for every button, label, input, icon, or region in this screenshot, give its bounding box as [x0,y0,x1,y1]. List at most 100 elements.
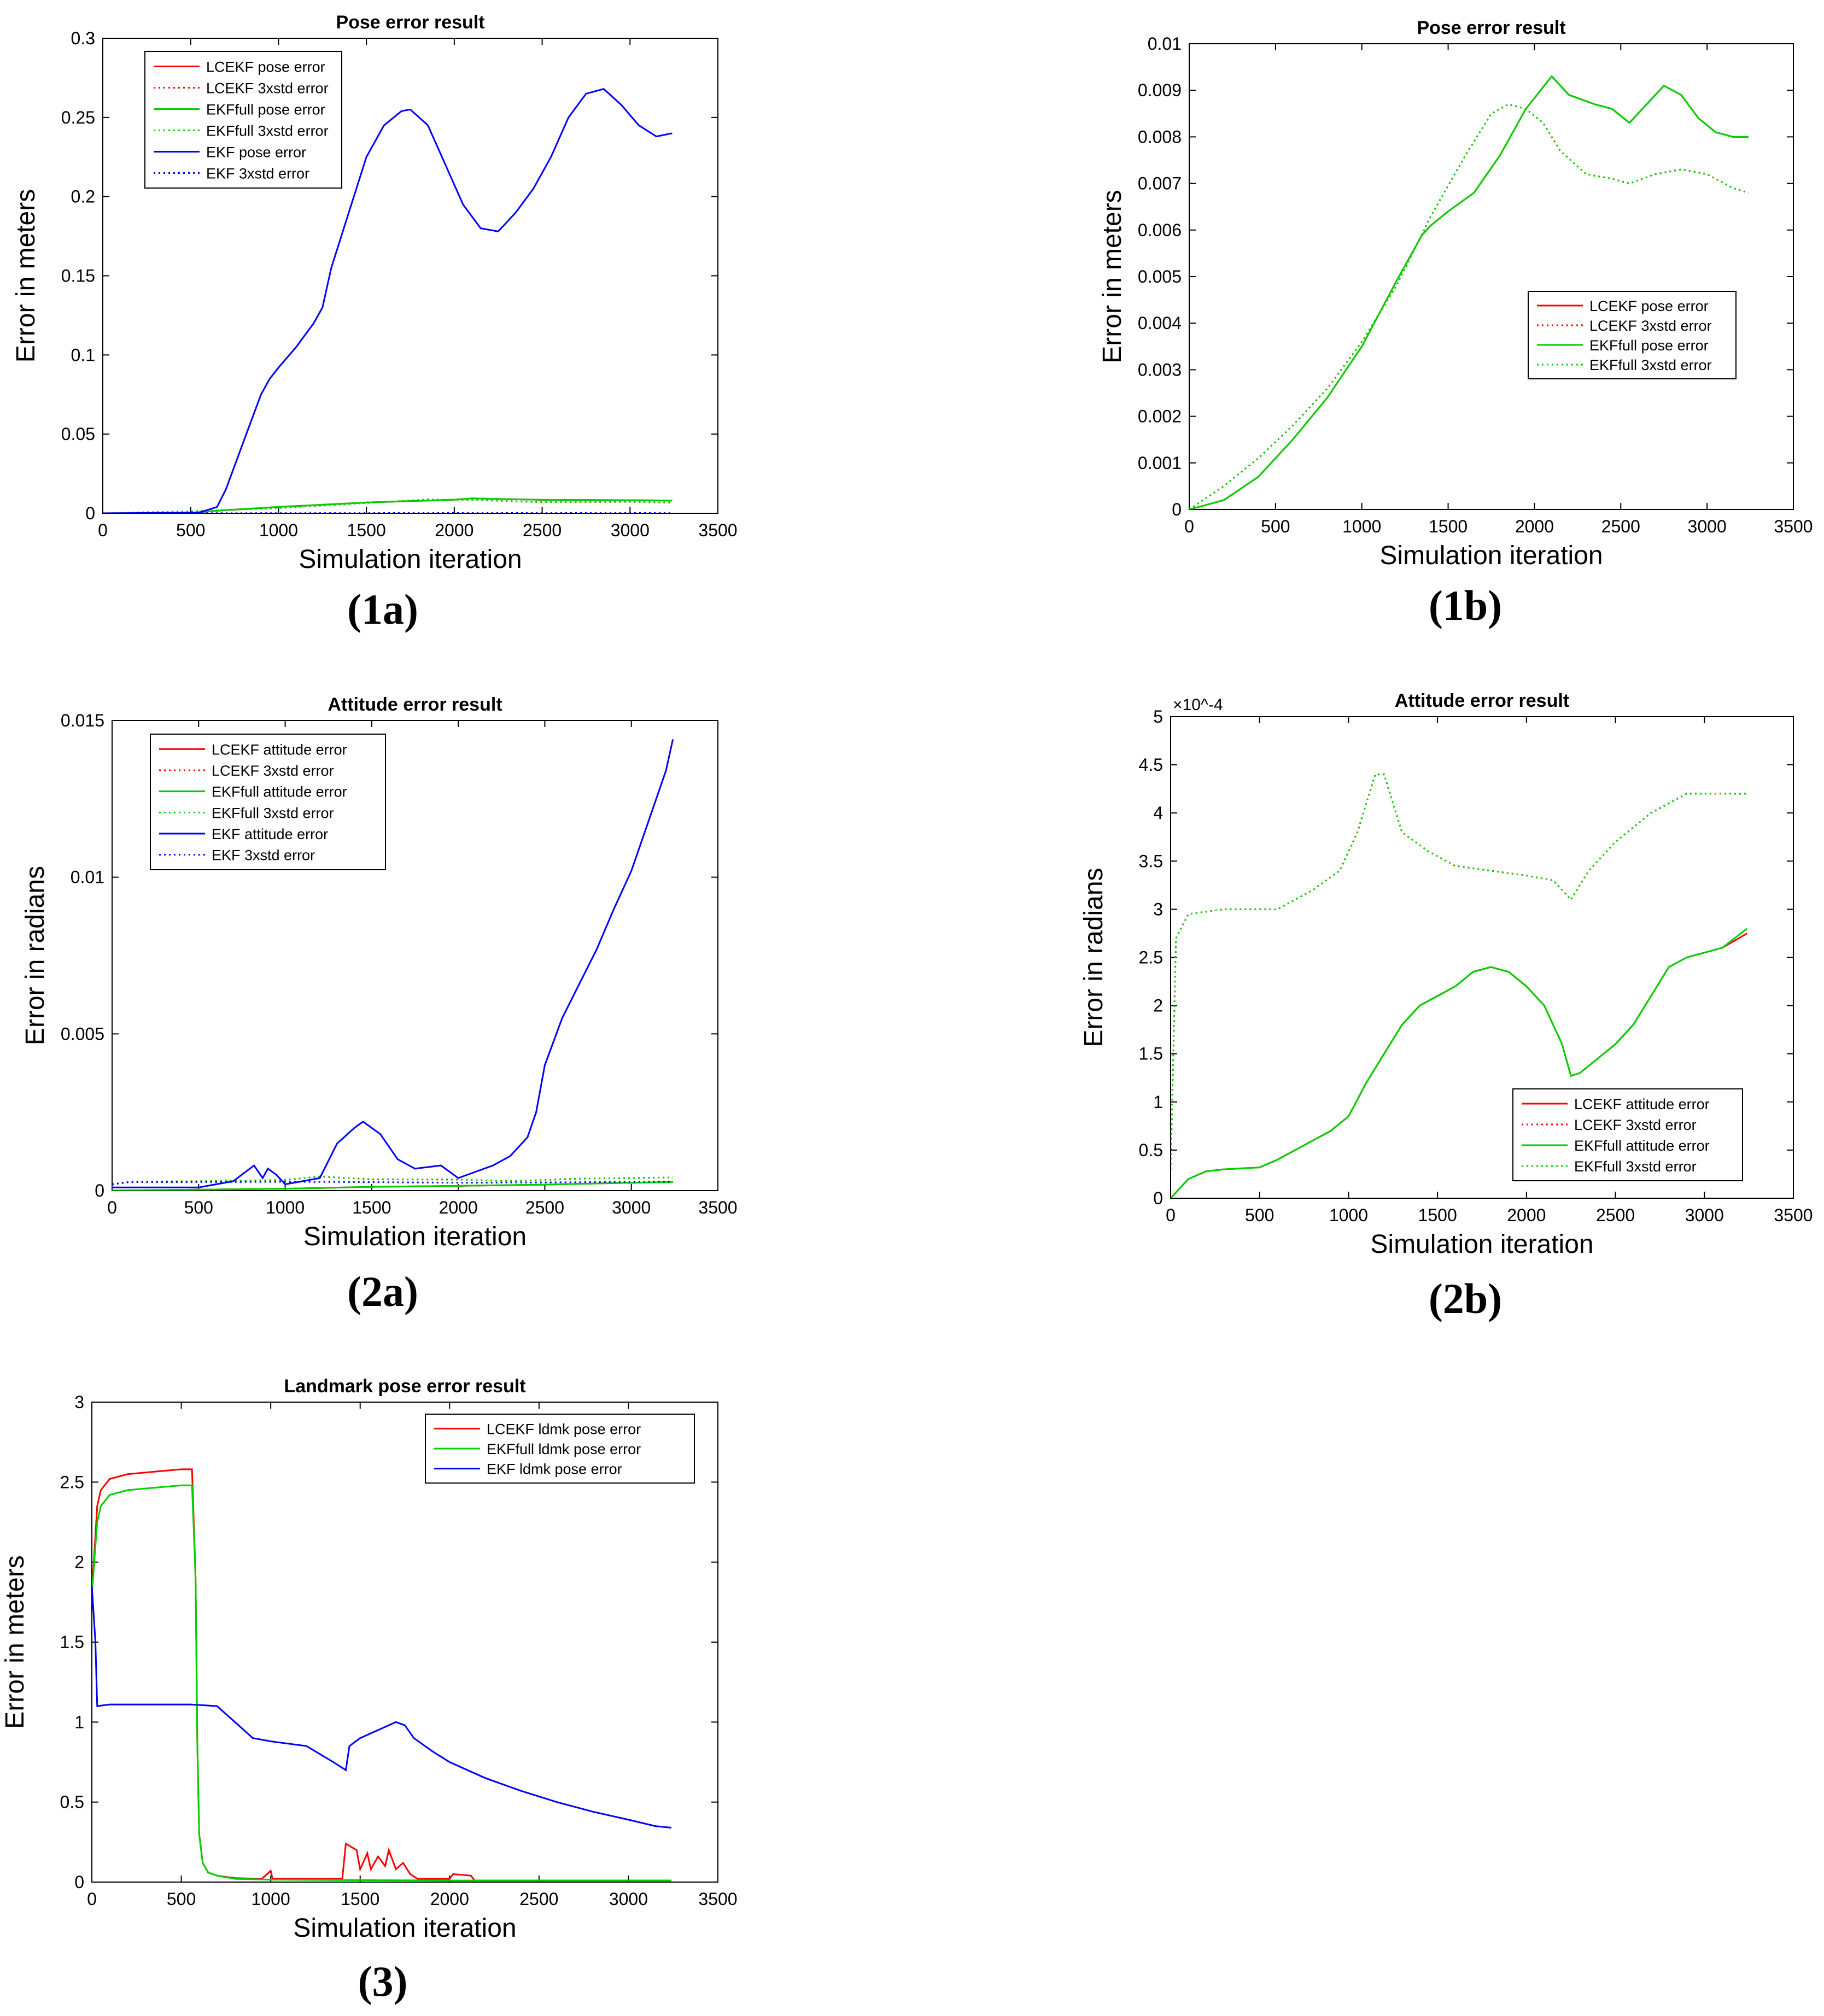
x-axis-label: Simulation iteration [1379,541,1603,570]
legend-entry: LCEKF attitude error [212,741,347,758]
series-line-lcekf-ldmk-pose-error [92,1468,671,1882]
x-tick-label: 2500 [525,1198,564,1217]
y-tick-label: 0.005 [1138,267,1182,286]
chart-title: Pose error result [1417,17,1565,38]
y-exponent-label: ×10^-4 [1173,696,1223,714]
legend-entry: EKFfull 3xstd error [212,805,334,821]
x-tick-label: 3500 [698,1889,737,1909]
y-tick-label: 1 [74,1712,84,1732]
x-tick-label: 1500 [1418,1205,1457,1225]
x-tick-label: 2500 [1596,1205,1635,1225]
series-line-ekf-pose-error [103,88,673,513]
legend-entry: LCEKF 3xstd error [1574,1117,1697,1133]
chart-1a: 0 500 1000 1500 2000 2500 3000 3500 0 0.05 0.1 0.15… [11,12,738,574]
series-line-ekffull-3xstd-error [1189,103,1749,509]
chart-title: Landmark pose error result [284,1376,525,1397]
x-tick-label: 500 [176,520,205,540]
x-tick-label: 3000 [611,520,650,540]
y-tick-label: 0.007 [1138,174,1182,194]
x-tick-label: 1000 [259,520,298,540]
legend-entry: EKF ldmk pose error [487,1461,622,1478]
y-tick-label: 1.5 [60,1632,84,1652]
x-tick-label: 3000 [1688,517,1727,536]
y-tick-label: 0.3 [71,28,95,48]
x-axis-label: Simulation iteration [293,1914,516,1943]
x-axis-label: Simulation iteration [1370,1230,1593,1259]
y-tick-label: 2.5 [60,1472,84,1492]
legend-entry: LCEKF 3xstd error [1589,318,1712,334]
x-tick-label: 0 [1166,1205,1176,1225]
y-tick-label: 0.01 [71,868,104,887]
y-tick-label: 0.004 [1138,313,1182,333]
y-tick-label: 0.003 [1138,360,1182,379]
x-tick-label: 3500 [698,1198,737,1217]
legend-box [144,51,342,189]
y-tick-label: 0 [74,1872,84,1892]
legend-entry: LCEKF 3xstd error [206,80,329,97]
x-tick-label: 3000 [612,1198,651,1217]
legend-entry: LCEKF attitude error [1574,1096,1710,1112]
x-axis-label: Simulation iteration [299,545,522,574]
legend-entry: EKFfull 3xstd error [1589,357,1712,373]
y-tick-label: 1.5 [1139,1044,1163,1064]
x-tick-label: 2000 [430,1889,469,1909]
x-tick-label: 2000 [1515,517,1554,536]
y-tick-label: 3 [1153,899,1163,919]
caption-2a: (2a) [347,1268,418,1315]
y-axis-label: Error in meters [11,189,40,362]
legend-entry: EKF pose error [206,144,306,161]
y-tick-label: 0.05 [61,424,95,444]
y-tick-label: 0.01 [1148,34,1182,54]
y-tick-label: 0.002 [1138,407,1182,426]
caption-3: (3) [358,1958,408,2005]
caption-1b: (1b) [1428,582,1503,629]
chart-2a: 0 500 1000 1500 2000 2500 3000 3500 0 0.005 0.01 0.… [21,694,738,1251]
y-tick-label: 2 [74,1552,84,1572]
y-axis-label: Error in meters [1,1555,30,1728]
chart-title: Attitude error result [328,694,502,715]
series-line-ekffull-3xstd-error [1171,773,1747,1170]
x-tick-label: 500 [184,1198,213,1217]
y-axis-label: Error in radians [1079,868,1108,1047]
x-tick-label: 3000 [1685,1205,1724,1225]
x-tick-label: 500 [167,1889,196,1909]
x-tick-label: 3500 [698,520,737,540]
x-tick-label: 0 [98,520,108,540]
legend-entry: LCEKF pose error [206,59,325,75]
x-tick-label: 3000 [609,1889,648,1909]
y-axis-label: Error in radians [21,866,50,1045]
y-tick-label: 0.009 [1138,80,1182,100]
y-tick-label: 0.5 [60,1792,84,1812]
x-tick-label: 2500 [523,520,562,540]
y-axis-label: Error in meters [1098,190,1127,363]
series-line-ekffull-3xstd-error [103,499,673,513]
x-tick-label: 500 [1261,517,1290,536]
legend-entry: EKF attitude error [212,826,328,842]
y-tick-label: 0.15 [61,266,95,286]
y-tick-label: 0.005 [61,1024,104,1044]
legend-box [150,734,386,870]
y-tick-label: 0.001 [1138,453,1182,473]
x-tick-label: 0 [107,1198,117,1217]
y-tick-label: 1 [1153,1092,1163,1112]
series-line-ekf-attitude-error [112,739,674,1188]
y-tick-label: 3.5 [1139,851,1163,871]
y-tick-label: 0.25 [61,108,95,127]
series-line-ekf-3xstd-error [112,1180,673,1185]
legend-entry: EKF 3xstd error [206,166,309,182]
x-tick-label: 2500 [519,1889,558,1909]
legend-entry: EKFfull pose error [206,102,325,118]
legend-entry: EKFfull 3xstd error [206,123,329,139]
x-tick-label: 2000 [1507,1205,1546,1225]
y-tick-label: 0.006 [1138,220,1182,240]
x-tick-label: 1500 [1429,517,1468,536]
x-tick-label: 0 [1184,517,1194,536]
series-line-ekffull-ldmk-pose-error [92,1484,671,1882]
legend-entry: EKFfull 3xstd error [1574,1158,1697,1175]
y-tick-label: 0 [85,503,95,523]
y-tick-label: 5 [1153,707,1163,726]
caption-1a: (1a) [347,585,418,633]
x-tick-label: 3500 [1774,517,1813,536]
y-tick-label: 2 [1153,996,1163,1016]
